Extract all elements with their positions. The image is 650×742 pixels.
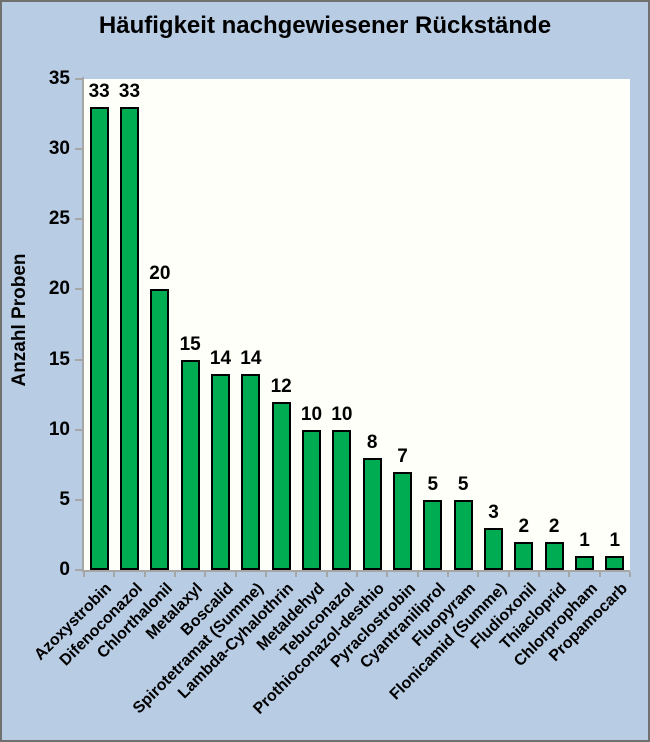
bar-value-label: 33 [118, 81, 141, 103]
x-tick-mark [477, 572, 480, 577]
x-tick-mark [174, 572, 176, 577]
x-tick-mark [507, 572, 510, 577]
bar [575, 555, 594, 570]
y-tick-mark [75, 78, 84, 80]
y-tick-mark [75, 428, 84, 431]
bar [150, 289, 170, 570]
bar-value-label: 10 [300, 403, 323, 425]
bar [393, 471, 412, 570]
y-axis-line [82, 77, 84, 572]
bar-value-label: 8 [366, 431, 378, 453]
y-axis-title: Anzahl Proben [9, 253, 30, 387]
x-tick-mark [538, 572, 540, 577]
bar [120, 107, 139, 570]
x-tick-mark [113, 572, 116, 577]
bar-value-label: 7 [397, 445, 408, 467]
bar [514, 541, 534, 570]
x-tick-mark [234, 572, 237, 577]
y-tick-label: 30 [48, 138, 70, 160]
bar-value-label: 3 [488, 501, 499, 523]
y-tick-mark [75, 288, 84, 291]
bar [362, 457, 382, 570]
x-tick-mark [295, 572, 298, 577]
y-tick-mark [75, 358, 84, 361]
x-axis-line [82, 570, 630, 572]
bar-value-label: 5 [427, 473, 439, 495]
chart-title: Häufigkeit nachgewiesener Rückstände [98, 12, 552, 39]
y-tick-label: 0 [59, 559, 70, 580]
x-tick-mark [356, 572, 358, 577]
x-tick-mark [629, 572, 631, 577]
x-tick-mark [143, 572, 146, 577]
bar-value-label: 2 [548, 515, 560, 537]
y-tick-label: 15 [48, 348, 70, 370]
bar-value-label: 14 [209, 347, 232, 369]
x-tick-mark [416, 572, 419, 577]
bar [484, 527, 503, 570]
bar [89, 107, 109, 570]
bar [544, 541, 564, 570]
y-tick-label: 20 [48, 278, 70, 300]
bar-value-label: 1 [609, 529, 621, 551]
x-tick-mark [598, 572, 601, 577]
bar-value-label: 10 [331, 403, 353, 425]
bar [302, 429, 321, 570]
bar [332, 429, 352, 570]
y-tick-mark [75, 148, 84, 151]
bar-value-label: 5 [457, 473, 469, 495]
bar-value-label: 2 [518, 515, 530, 537]
x-tick-mark [325, 572, 328, 577]
y-tick-label: 25 [48, 208, 70, 230]
plot-area [84, 79, 630, 570]
bar-value-label: 33 [88, 81, 110, 103]
x-tick-mark [568, 572, 571, 577]
bar [453, 499, 473, 570]
bar [271, 401, 291, 570]
y-tick-mark [75, 569, 84, 571]
bar [211, 373, 230, 570]
y-tick-label: 5 [59, 488, 70, 510]
y-tick-mark [75, 498, 84, 501]
x-tick-mark [265, 572, 267, 577]
bar [241, 373, 261, 570]
bar-value-label: 1 [579, 529, 590, 551]
bar-value-label: 20 [149, 263, 171, 285]
bar-value-label: 15 [179, 333, 201, 355]
bar [605, 555, 625, 570]
x-tick-mark [83, 572, 85, 577]
x-tick-mark [386, 572, 389, 577]
bar-value-label: 12 [270, 375, 292, 397]
bar [423, 499, 443, 570]
y-tick-label: 35 [48, 68, 70, 89]
y-tick-label: 10 [48, 418, 70, 440]
bar [180, 359, 200, 570]
y-tick-mark [75, 218, 84, 221]
x-tick-mark [204, 572, 207, 577]
bar-value-label: 14 [240, 347, 262, 369]
x-tick-mark [447, 572, 449, 577]
